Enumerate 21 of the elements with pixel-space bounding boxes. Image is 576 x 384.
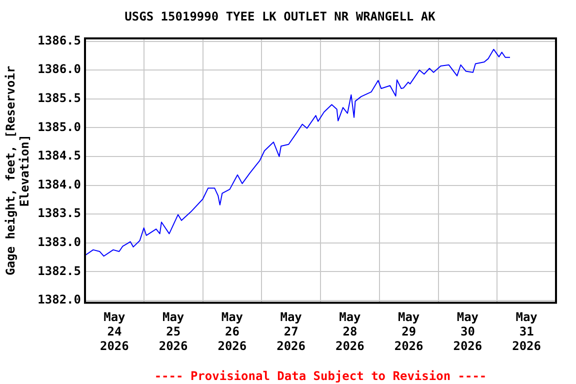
text: ---- Provisional Data Subject to Revision ----	[154, 369, 487, 383]
y-tick-label: 1386.5	[38, 33, 81, 48]
x-tick-label: May 27 2026	[276, 310, 306, 353]
y-tick-label: 1384.0	[38, 177, 81, 192]
y-tick-label: 1386.0	[38, 62, 81, 76]
y-tick-label: 1385.0	[38, 120, 81, 134]
y-tick-label: 1383.5	[38, 206, 81, 220]
x-tick-label: May 24 2026	[100, 310, 129, 353]
x-tick-label: May 29 2026	[394, 310, 424, 353]
y-tick-label: 1382.0	[38, 292, 81, 307]
y-tick-label: 1385.5	[38, 91, 81, 106]
y-tick-label: 1384.5	[38, 148, 81, 163]
y-tick-label: 1383.0	[38, 235, 81, 250]
y-axis-title: Gage height, feet, [Reservoir Elevation]	[3, 66, 32, 276]
y-tick-label: 1382.5	[38, 264, 81, 278]
chart-title: USGS 15019990 TYEE LK OUTLET NR WRANGELL AK	[124, 9, 436, 24]
x-tick-label: May 25 2026	[158, 310, 188, 353]
x-tick-label: May 31 2026	[512, 310, 542, 353]
x-tick-label: May 30 2026	[453, 310, 482, 353]
x-tick-label: May 26 2026	[218, 310, 247, 353]
x-tick-label: May 28 2026	[335, 310, 364, 353]
